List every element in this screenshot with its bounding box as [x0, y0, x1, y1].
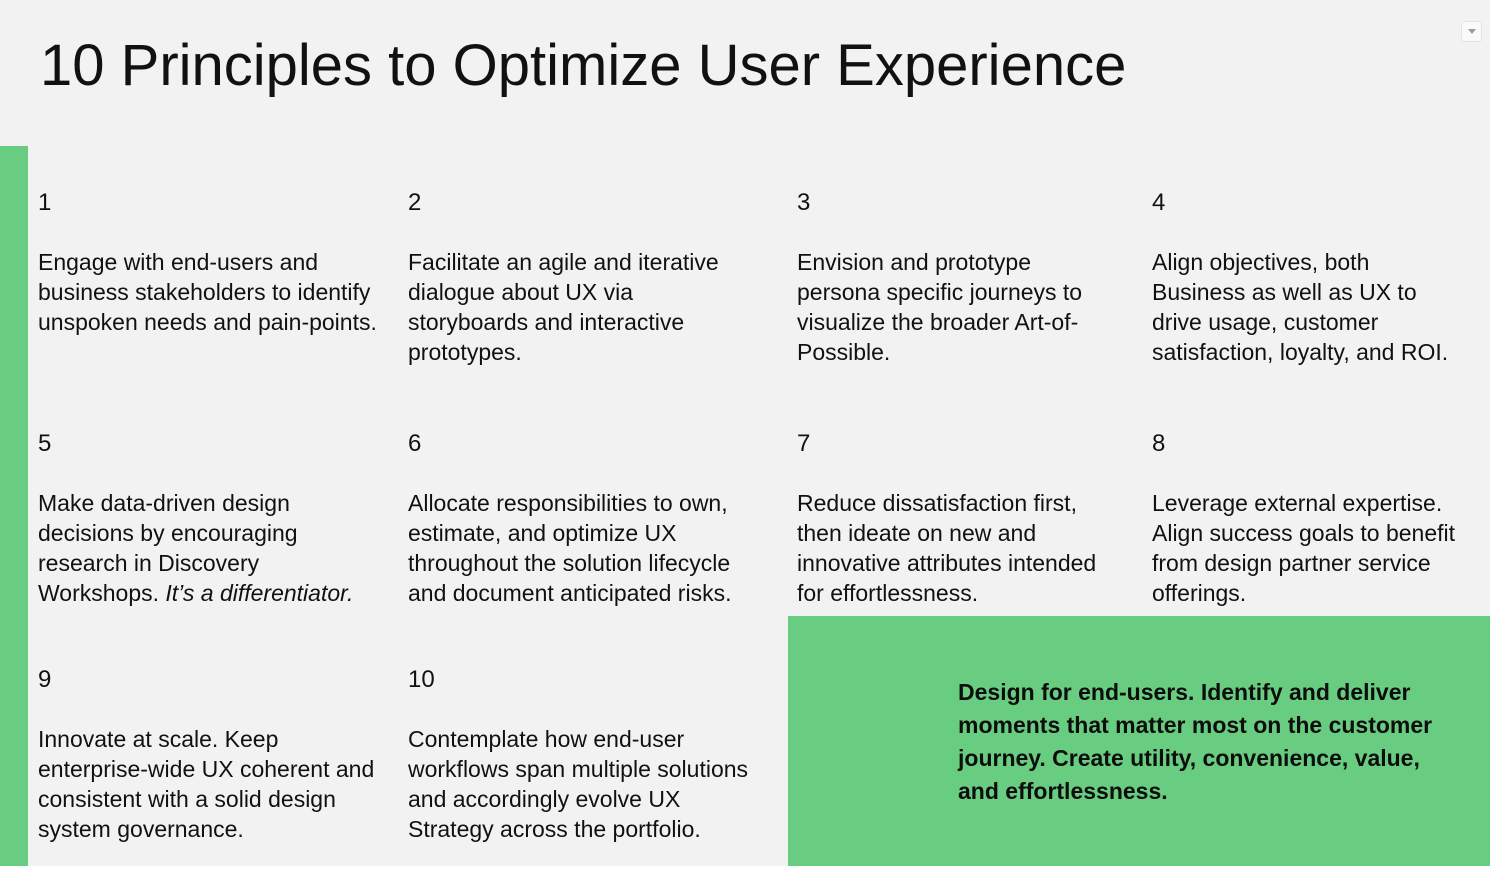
- principle-text: Engage with end-users and business stake…: [38, 249, 377, 335]
- principle-cell-10: 10 Contemplate how end-user workflows sp…: [408, 667, 753, 844]
- page-title: 10 Principles to Optimize User Experienc…: [40, 33, 1127, 98]
- principle-number: 8: [1152, 430, 1166, 457]
- principle-number: 7: [797, 430, 811, 457]
- principle-cell-3: 3 Envision and prototype persona specifi…: [797, 190, 1107, 367]
- principle-text: Allocate responsibilities to own, estima…: [408, 490, 732, 606]
- bottom-margin: [0, 866, 1490, 870]
- collapse-button[interactable]: [1461, 21, 1482, 42]
- principle-number: 9: [38, 666, 52, 693]
- principle-number: 4: [1152, 189, 1166, 216]
- callout-text: Design for end-users. Identify and deliv…: [958, 679, 1433, 804]
- chevron-down-icon: [1467, 29, 1476, 34]
- principle-text: Facilitate an agile and iterative dialog…: [408, 249, 719, 365]
- principle-text: Make data-driven design decisions by enc…: [38, 490, 354, 606]
- principle-number: 3: [797, 189, 811, 216]
- principle-number: 10: [408, 666, 435, 693]
- principle-cell-6: 6 Allocate responsibilities to own, esti…: [408, 431, 753, 608]
- principle-text: Contemplate how end-user workflows span …: [408, 726, 749, 842]
- principle-cell-2: 2 Facilitate an agile and iterative dial…: [408, 190, 753, 367]
- left-accent-bar: [0, 146, 28, 866]
- principle-number: 5: [38, 430, 52, 457]
- principle-number: 6: [408, 430, 422, 457]
- principle-number: 1: [38, 189, 52, 216]
- principle-cell-1: 1 Engage with end-users and business sta…: [38, 190, 378, 337]
- principle-cell-7: 7 Reduce dissatisfaction first, then ide…: [797, 431, 1107, 608]
- principle-cell-5: 5 Make data-driven design decisions by e…: [38, 431, 378, 608]
- callout-box: Design for end-users. Identify and deliv…: [788, 616, 1490, 866]
- principle-number: 2: [408, 189, 422, 216]
- principle-text: Innovate at scale. Keep enterprise-wide …: [38, 726, 375, 842]
- principle-cell-8: 8 Leverage external expertise. Align suc…: [1152, 431, 1457, 608]
- principle-text: Reduce dissatisfaction first, then ideat…: [797, 490, 1097, 606]
- principle-text: Align objectives, both Business as well …: [1152, 249, 1449, 365]
- principle-cell-4: 4 Align objectives, both Business as wel…: [1152, 190, 1457, 367]
- principle-text: Envision and prototype persona specific …: [797, 249, 1083, 365]
- principle-cell-9: 9 Innovate at scale. Keep enterprise-wid…: [38, 667, 378, 844]
- principle-text: Leverage external expertise. Align succe…: [1152, 490, 1456, 606]
